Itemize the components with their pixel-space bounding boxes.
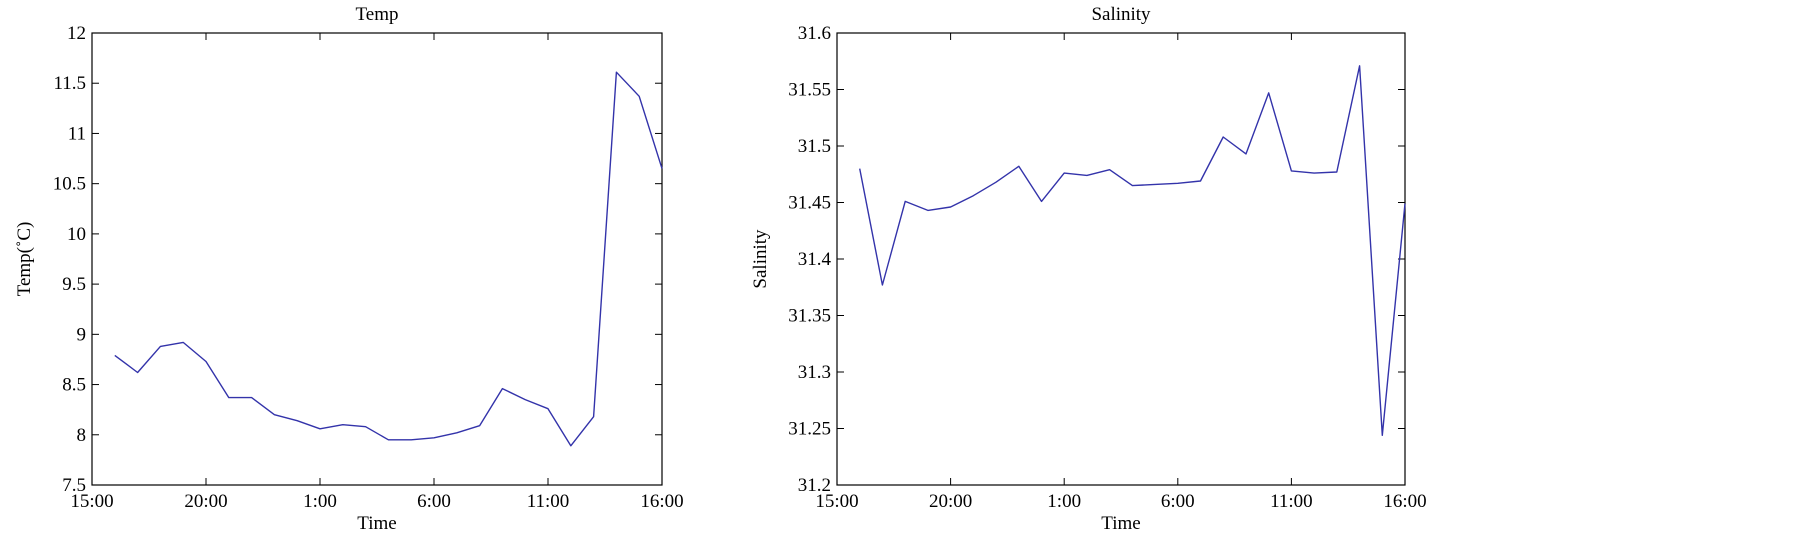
- temp-ytick-label: 11.5: [53, 73, 86, 94]
- temp-xtick-label: 15:00: [70, 491, 113, 512]
- salinity-ytick-label: 31.55: [788, 80, 831, 101]
- temp-ytick-label: 7.5: [62, 475, 86, 496]
- salinity-xtick-label: 16:00: [1383, 491, 1426, 512]
- temp-plot-frame: [91, 32, 663, 486]
- salinity-ytick-label: 31.4: [798, 249, 832, 270]
- temp-xtick-label: 20:00: [184, 491, 227, 512]
- temp-chart: 7.5 8 8.5 9 9.5 10 10.5 11 11.5 12 15:00 20:00 1:00 6…: [14, 4, 684, 533]
- temp-x-axis-title: Time: [357, 513, 396, 533]
- salinity-chart-title: Salinity: [1091, 4, 1151, 25]
- temp-ytick-label: 8.5: [62, 375, 86, 396]
- salinity-xtick-label: 6:00: [1161, 491, 1195, 512]
- temp-xtick-label: 1:00: [303, 491, 337, 512]
- temp-series-line: [114, 71, 663, 447]
- salinity-ytick-label: 31.45: [788, 193, 831, 214]
- temp-ytick-label: 12: [67, 23, 86, 44]
- salinity-xtick-label: 11:00: [1270, 491, 1313, 512]
- temp-y-axis-title: Temp(˚C): [14, 222, 35, 297]
- temp-chart-title: Temp: [356, 4, 399, 25]
- temp-xtick-label: 16:00: [640, 491, 683, 512]
- temp-ytick-label: 9: [77, 324, 87, 345]
- salinity-ytick-label: 31.3: [798, 362, 831, 383]
- temp-ytick-label: 8: [77, 425, 87, 446]
- salinity-series-line: [859, 65, 1406, 436]
- temp-ytick-label: 11: [68, 123, 86, 144]
- temp-ytick-label: 9.5: [62, 274, 86, 295]
- salinity-y-axis-title: Salinity: [750, 229, 771, 289]
- salinity-ytick-label: 31.2: [798, 475, 831, 496]
- salinity-ytick-label: 31.5: [798, 136, 831, 157]
- salinity-ytick-label: 31.25: [788, 419, 831, 440]
- salinity-plot-frame: [836, 32, 1406, 486]
- salinity-xtick-label: 15:00: [815, 491, 858, 512]
- salinity-chart: 31.2 31.25 31.3 31.35 31.4 31.45 31.5 31.55 31.6…: [750, 4, 1427, 533]
- salinity-ytick-label: 31.35: [788, 306, 831, 327]
- temp-xtick-label: 6:00: [417, 491, 451, 512]
- salinity-ytick-label: 31.6: [798, 23, 831, 44]
- temp-xtick-label: 11:00: [527, 491, 570, 512]
- salinity-xtick-label: 1:00: [1047, 491, 1081, 512]
- temp-ytick-label: 10: [67, 224, 86, 245]
- salinity-x-axis-title: Time: [1101, 513, 1140, 533]
- temp-ytick-label: 10.5: [53, 174, 86, 195]
- salinity-xtick-label: 20:00: [929, 491, 972, 512]
